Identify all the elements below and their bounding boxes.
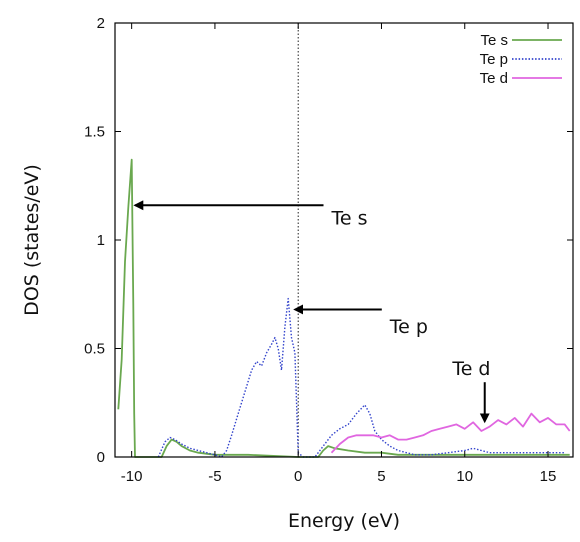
y-tick-label: 0 (97, 449, 105, 466)
legend-label-te-p: Te p (480, 51, 508, 68)
annotation-layer: Te s Te p Te d (133, 200, 490, 424)
axis-layer: -10 -5 0 5 10 15 0 0.5 1 1.5 2 (84, 15, 573, 485)
y-tick-label: 1.5 (84, 124, 105, 141)
plot-frame (114, 22, 574, 458)
series-layer (117, 23, 571, 458)
legend-label-te-s: Te s (480, 32, 508, 49)
legend: Te s Te p Te d (480, 32, 562, 87)
y-tick-label: 0.5 (84, 341, 105, 358)
x-tick-label: 10 (456, 468, 473, 485)
x-tick-label: 5 (377, 468, 385, 485)
x-tick-label: 0 (294, 468, 302, 485)
annotation-te-d: Te d (451, 358, 490, 380)
x-tick-label: 15 (540, 468, 557, 485)
x-tick-label: -5 (208, 468, 221, 485)
series-line-te-d (330, 412, 571, 454)
x-axis-label: Energy (eV) (288, 510, 400, 532)
series-line-te-s (117, 158, 570, 458)
legend-label-te-d: Te d (480, 70, 508, 87)
x-tick-label: -10 (121, 468, 143, 485)
series-line-te-p (157, 297, 565, 458)
y-axis-label: DOS (states/eV) (21, 164, 43, 316)
y-tick-label: 2 (97, 15, 105, 32)
annotation-te-p: Te p (389, 316, 428, 338)
annotation-te-s: Te s (331, 207, 368, 229)
y-tick-label: 1 (97, 232, 105, 249)
